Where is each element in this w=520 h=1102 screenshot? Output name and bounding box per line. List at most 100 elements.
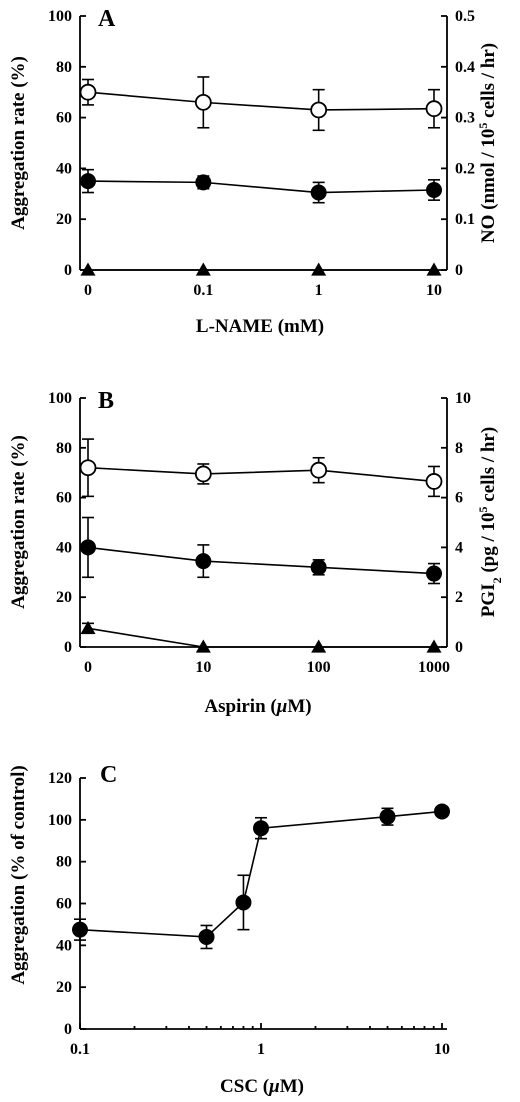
panel-b-ytick-label-right: 10	[455, 390, 471, 407]
panel-c: C 0 20 40 60 80 100 120 0.1 1 10 CSC (μM) Aggrega…	[8, 762, 450, 1097]
panel-b-xtick-label: 1000	[418, 659, 450, 676]
panel-a-series-filled-circle	[80, 168, 442, 204]
panel-a-xtick-label: 1	[315, 282, 323, 299]
panel-c-data-point	[434, 803, 450, 820]
panel-a-data-point	[195, 262, 211, 276]
panel-c-ytick-label-left: 0	[64, 1021, 72, 1038]
panel-a-data-point	[194, 93, 212, 111]
panel-c-ytick-label-left: 80	[56, 854, 72, 871]
panel-b-data-point	[195, 639, 211, 653]
panel-b-ytick-label-right: 0	[455, 639, 463, 656]
panel-c-data-point	[72, 921, 88, 938]
panel-a-series-line	[87, 91, 435, 111]
panel-a-ytick-label-left: 100	[48, 8, 72, 25]
panel-a: A 0 20 40 60 80 100 0 0.1 0.2 0.3 0.4 0.5 0 0.1 1 10 L-…	[8, 6, 499, 337]
panel-b-label: B	[98, 388, 114, 414]
panel-c-xtick-label: 0.1	[70, 1041, 90, 1058]
panel-c-ytick-label-left: 60	[56, 896, 72, 913]
panel-b-ytick-label-left: 100	[48, 390, 72, 407]
panel-a-data-point	[80, 173, 96, 190]
panel-b-series-line	[87, 627, 434, 648]
panel-a-series-line	[87, 180, 435, 194]
panel-c-xtick-label: 1	[257, 1041, 265, 1058]
panel-b-ytick-label-left: 0	[64, 639, 72, 656]
panel-b-xtick-label: 100	[307, 659, 331, 676]
panel-c-data-point	[198, 928, 215, 945]
panel-a-ylabel-left: Aggregation rate (%)	[8, 56, 29, 230]
panel-a-series	[79, 76, 443, 276]
panel-c-ytick-label-left: 20	[56, 979, 72, 996]
panel-a-ytick-label-right: 0.4	[455, 59, 475, 76]
panel-b-ytick-label-left: 80	[56, 440, 72, 457]
panel-b-data-point	[426, 565, 442, 582]
panel-b-data-point	[310, 461, 328, 479]
panel-a-ytick-label-right: 0.2	[455, 160, 475, 177]
panel-b-series	[79, 438, 443, 653]
panel-b-ytick-label-left: 40	[56, 539, 72, 556]
panel-b-ylabel-left: Aggregation rate (%)	[8, 435, 29, 609]
panel-a-xlabel: L-NAME (mM)	[196, 316, 324, 337]
panel-b-ytick-label-right: 4	[455, 539, 463, 556]
panel-b-data-point	[311, 639, 327, 653]
panel-a-data-point	[195, 174, 212, 191]
panel-b-data-point	[79, 459, 97, 477]
panel-c-axes: 0 20 40 60 80 100 120 0.1 1 10	[48, 770, 450, 1058]
panel-c-data-point	[235, 894, 252, 911]
panel-a-xtick-label: 0	[84, 282, 92, 299]
panel-a-xtick-label: 10	[426, 282, 442, 299]
panel-c-ytick-label-left: 40	[56, 937, 72, 954]
panel-b-ytick-label-right: 2	[455, 589, 463, 606]
panel-a-data-point	[80, 262, 96, 276]
panel-a-ytick-label-left: 40	[56, 160, 72, 177]
panel-a-ytick-label-left: 20	[56, 211, 72, 228]
panel-c-label: C	[100, 762, 117, 788]
panel-b-ytick-label-right: 8	[455, 440, 463, 457]
panel-c-series-filled-circle	[72, 803, 450, 950]
panel-a-series-filled-triangle	[80, 262, 442, 276]
panel-a-data-point	[425, 100, 443, 118]
panel-a-ytick-label-left: 80	[56, 59, 72, 76]
panel-a-ylabel-right: NO (nmol / 105 cells / hr)	[476, 43, 499, 243]
panel-b-data-point	[426, 639, 442, 653]
panel-b-data-point	[80, 620, 96, 634]
panel-b-data-point	[194, 465, 212, 483]
panel-c-series-line	[79, 810, 443, 938]
panel-b-data-point	[80, 539, 96, 556]
panel-a-data-point	[311, 262, 327, 276]
panel-c-data-point	[253, 820, 269, 837]
panel-a-data-point	[310, 184, 327, 201]
panel-c-xtick-label: 10	[434, 1041, 450, 1058]
panel-a-data-point	[426, 181, 442, 198]
panel-a-data-point	[426, 262, 442, 276]
panel-a-ytick-label-right: 0.1	[455, 211, 475, 228]
panel-a-xtick-label: 0.1	[193, 282, 213, 299]
panel-b-ytick-label-left: 20	[56, 589, 72, 606]
panel-b-data-point	[195, 553, 212, 570]
panel-a-data-point	[79, 83, 97, 101]
panel-b-series-line	[87, 466, 435, 483]
panel-a-ytick-label-right: 0	[455, 262, 463, 279]
panel-c-ylabel-left: Aggregation (% of control)	[8, 765, 29, 984]
panel-b-ylabel-right: PGI2 (pg / 105 cells / hr)	[476, 427, 504, 617]
panel-a-ytick-label-left: 60	[56, 110, 72, 127]
panel-a-series-open-circle	[79, 76, 443, 132]
panel-b-ytick-label-right: 6	[455, 490, 463, 507]
panel-c-ytick-label-left: 100	[48, 812, 72, 829]
panel-b-ytick-label-left: 60	[56, 490, 72, 507]
panel-b-series-filled-triangle	[80, 620, 442, 653]
panel-b-data-point	[310, 559, 327, 576]
panel-c-series	[72, 803, 450, 950]
panel-c-xlabel: CSC (μM)	[220, 1076, 304, 1097]
panel-c-ytick-label-left: 120	[48, 770, 72, 787]
panel-b-xtick-label: 10	[195, 659, 211, 676]
panel-b-data-point	[425, 473, 443, 490]
panel-b-series-open-circle	[79, 438, 443, 498]
panel-a-axes: 0 20 40 60 80 100 0 0.1 0.2 0.3 0.4 0.5 0 0.1 1 10	[48, 8, 475, 299]
panel-b-series-filled-circle	[80, 516, 442, 585]
panel-a-ytick-label-right: 0.3	[455, 110, 475, 127]
panel-a-label: A	[98, 6, 116, 32]
panel-b-xlabel: Aspirin (μM)	[204, 696, 311, 717]
